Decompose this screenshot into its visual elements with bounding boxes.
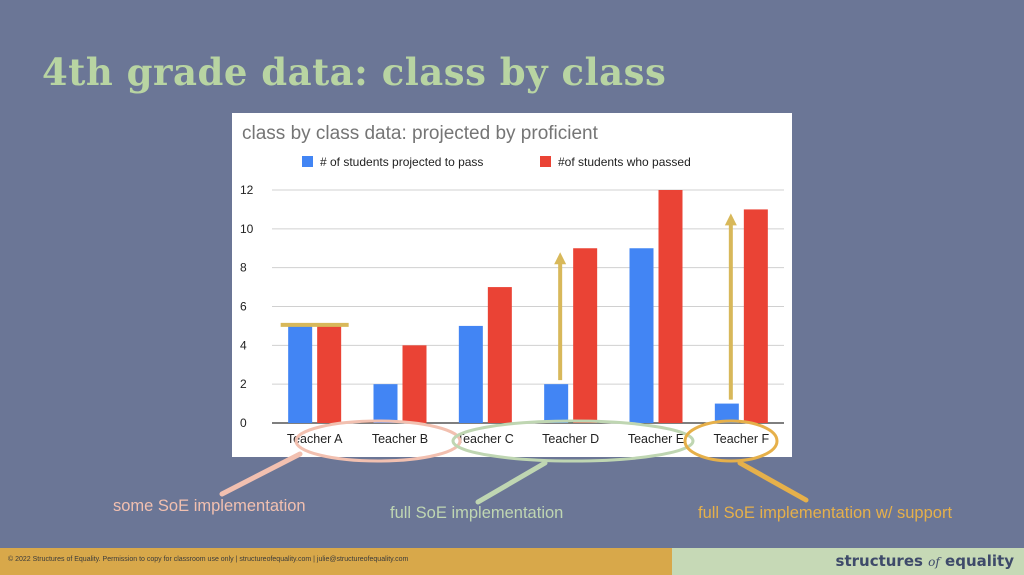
- x-tick-label: Teacher D: [542, 432, 599, 446]
- bar-chart: class by class data: projected by profic…: [240, 123, 784, 446]
- footer-copyright: © 2022 Structures of Equality. Permissio…: [8, 556, 409, 563]
- bar-passed: [743, 209, 768, 423]
- x-tick-label: Teacher A: [287, 432, 343, 446]
- bar-projected: [288, 325, 313, 423]
- brand-logo: structures of equality: [836, 552, 1014, 570]
- x-tick-label: Teacher F: [714, 432, 770, 446]
- connector-support: [737, 460, 809, 503]
- bar-projected: [458, 325, 483, 423]
- caption-full-implementation: full SoE implementation: [390, 504, 564, 522]
- chart-gridlines: [272, 189, 784, 424]
- slide-title: 4th grade data: class by class: [42, 50, 667, 94]
- caption-some-implementation: some SoE implementation: [113, 497, 306, 515]
- caption-full-with-support: full SoE implementation w/ support: [698, 504, 953, 522]
- y-tick-label: 10: [240, 222, 254, 236]
- brand-word-equality: equality: [939, 552, 1014, 570]
- y-axis-ticks: 0 2 4 6 8 10 12: [240, 183, 254, 430]
- bar-projected: [714, 403, 739, 423]
- legend-label: # of students projected to pass: [320, 155, 483, 169]
- legend-swatch: [302, 156, 313, 167]
- bar-projected: [629, 248, 654, 423]
- y-tick-label: 0: [240, 416, 247, 430]
- y-tick-label: 4: [240, 338, 247, 352]
- y-tick-label: 6: [240, 300, 247, 314]
- chart-panel: class by class data: projected by profic…: [232, 113, 792, 457]
- chart-title: class by class data: projected by profic…: [242, 123, 599, 144]
- x-tick-label: Teacher B: [372, 432, 428, 446]
- bar-passed: [402, 345, 427, 423]
- y-tick-label: 12: [240, 183, 254, 197]
- footer-bar: © 2022 Structures of Equality. Permissio…: [0, 548, 672, 575]
- chart-bars: [288, 190, 768, 423]
- y-tick-label: 8: [240, 261, 247, 275]
- y-tick-label: 2: [240, 377, 247, 391]
- bar-passed: [573, 248, 598, 423]
- connector-some: [219, 451, 303, 497]
- chart-legend: # of students projected to pass #of stude…: [302, 155, 691, 169]
- brand-word-of: of: [928, 555, 940, 569]
- connector-full: [475, 460, 548, 505]
- footer-brand-bar: structures of equality: [672, 548, 1024, 575]
- legend-swatch: [540, 156, 551, 167]
- brand-word-structures: structures: [835, 552, 929, 570]
- legend-label: #of students who passed: [558, 155, 691, 169]
- bar-passed: [658, 190, 683, 423]
- bar-passed: [317, 325, 342, 423]
- bar-passed: [487, 287, 512, 423]
- x-axis-labels: Teacher A Teacher B Teacher C Teacher D Teac…: [287, 432, 770, 446]
- x-tick-label: Teacher E: [628, 432, 684, 446]
- x-tick-label: Teacher C: [457, 432, 514, 446]
- bar-projected: [373, 384, 398, 423]
- bar-projected: [544, 384, 569, 423]
